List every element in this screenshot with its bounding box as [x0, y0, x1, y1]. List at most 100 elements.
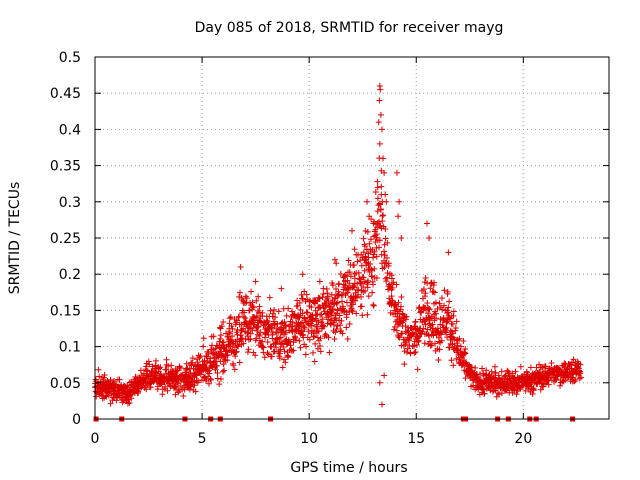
- data-point: [460, 337, 467, 344]
- data-point: [432, 299, 439, 306]
- data-point: [267, 307, 274, 314]
- data-point: [235, 314, 242, 321]
- data-point: [382, 235, 389, 242]
- data-point: [360, 274, 367, 281]
- data-point: [377, 86, 384, 93]
- data-point: [232, 353, 239, 360]
- data-point: [571, 378, 578, 385]
- data-point: [383, 278, 390, 285]
- data-point: [282, 329, 289, 336]
- data-point: [376, 237, 383, 244]
- data-point: [453, 318, 460, 325]
- data-point: [388, 293, 395, 300]
- data-point: [278, 320, 285, 327]
- data-point: [446, 298, 453, 305]
- data-point: [377, 111, 384, 118]
- data-point: [332, 329, 339, 336]
- data-point: [472, 364, 479, 371]
- data-point: [321, 323, 328, 330]
- data-point: [177, 365, 184, 372]
- data-point: [412, 318, 419, 325]
- data-point: [240, 313, 247, 320]
- data-point: [228, 322, 235, 329]
- y-tick-label: 0.15: [50, 303, 81, 319]
- data-point: [440, 314, 447, 321]
- x-tick-label: 10: [300, 431, 318, 447]
- data-point: [445, 249, 452, 256]
- data-point: [314, 298, 321, 305]
- data-point: [233, 348, 240, 355]
- data-point: [374, 184, 381, 191]
- data-point: [297, 344, 304, 351]
- data-point: [576, 375, 583, 382]
- data-point: [331, 335, 338, 342]
- data-point: [369, 289, 376, 296]
- data-point: [207, 355, 214, 362]
- data-point: [402, 323, 409, 330]
- data-point: [301, 288, 308, 295]
- data-point: [242, 315, 249, 322]
- data-point: [373, 244, 380, 251]
- data-point: [381, 252, 388, 259]
- data-point: [191, 382, 198, 389]
- data-point: [236, 293, 243, 300]
- data-point: [410, 331, 417, 338]
- data-point: [214, 370, 221, 377]
- data-point: [165, 363, 172, 370]
- data-point: [439, 306, 446, 313]
- data-point: [255, 293, 262, 300]
- data-point: [125, 396, 132, 403]
- axis-tick-labels: 0 5 10 15 20 0 0.05 0.1 0.15 0.2 0.25 0.3 0.35 0.4 0.4…: [50, 50, 532, 447]
- data-point: [391, 326, 398, 333]
- data-point: [496, 391, 503, 398]
- data-point: [268, 353, 275, 360]
- data-point: [557, 382, 564, 389]
- data-point: [527, 364, 534, 371]
- data-point: [220, 318, 227, 325]
- data-point: [422, 321, 429, 328]
- data-point: [365, 277, 372, 284]
- data-point: [220, 339, 227, 346]
- data-point: [297, 306, 304, 313]
- data-point: [373, 253, 380, 260]
- data-point: [373, 231, 380, 238]
- data-point: [346, 280, 353, 287]
- data-points: [92, 82, 585, 408]
- data-point: [243, 295, 250, 302]
- data-point: [152, 369, 159, 376]
- data-point: [334, 299, 341, 306]
- data-point: [264, 317, 271, 324]
- data-point: [128, 395, 135, 402]
- data-point: [376, 379, 383, 386]
- data-point: [381, 264, 388, 271]
- data-point: [232, 349, 239, 356]
- data-point: [470, 382, 477, 389]
- data-point: [274, 321, 281, 328]
- data-point: [143, 363, 150, 370]
- data-point: [273, 344, 280, 351]
- data-point: [210, 333, 217, 340]
- data-point: [370, 302, 377, 309]
- data-point: [252, 352, 259, 359]
- data-point: [322, 302, 329, 309]
- data-point: [229, 333, 236, 340]
- data-point: [343, 311, 350, 318]
- y-tick-label: 0: [72, 412, 81, 428]
- data-point: [287, 342, 294, 349]
- data-point: [364, 311, 371, 318]
- data-point: [311, 358, 318, 365]
- data-point: [315, 328, 322, 335]
- data-point: [327, 320, 334, 327]
- data-point: [381, 169, 388, 176]
- data-point: [374, 178, 381, 185]
- data-point: [513, 391, 520, 398]
- data-point: [430, 288, 437, 295]
- data-point: [304, 309, 311, 316]
- data-point: [282, 359, 289, 366]
- data-point: [360, 235, 367, 242]
- data-point: [152, 357, 159, 364]
- data-point: [216, 381, 223, 388]
- data-point: [438, 337, 445, 344]
- data-point: [220, 344, 227, 351]
- data-point: [424, 300, 431, 307]
